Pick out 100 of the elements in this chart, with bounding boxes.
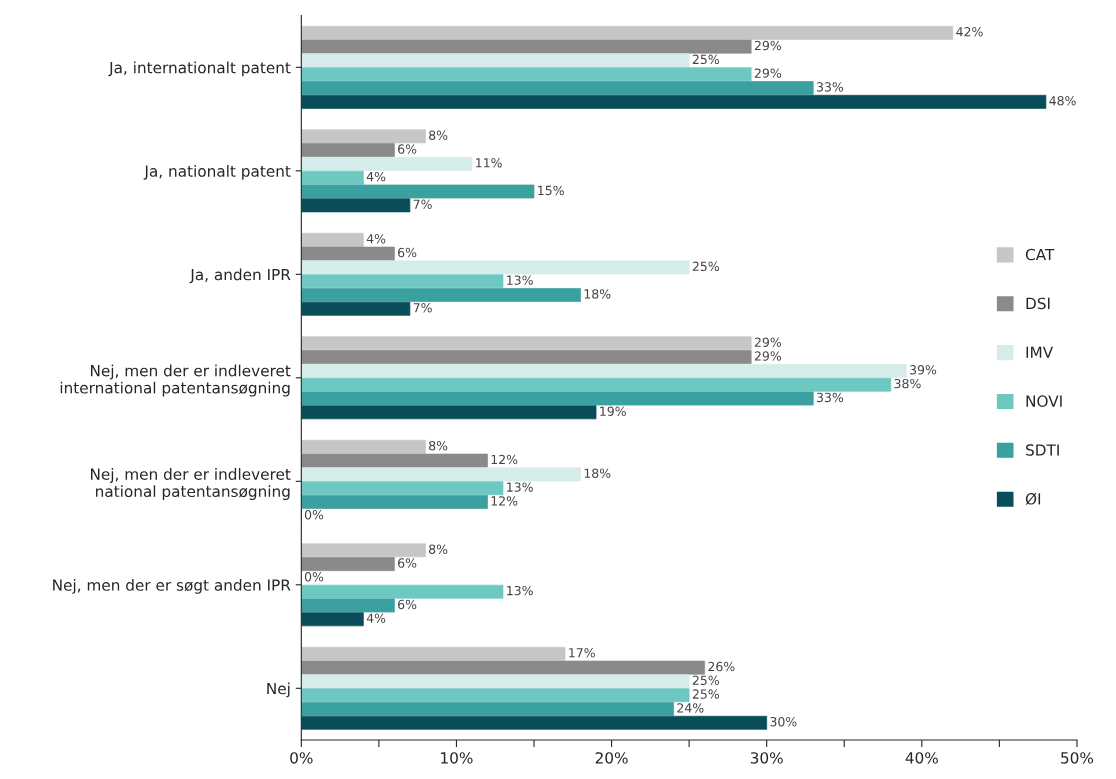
data-label: 33% (816, 392, 844, 403)
bar (301, 481, 504, 496)
data-label: 38% (894, 378, 921, 389)
data-label: 6% (398, 144, 417, 154)
legend-label: IMV (1026, 346, 1054, 358)
data-label: 19% (600, 406, 626, 416)
data-label: 13% (507, 482, 533, 492)
bar (301, 557, 395, 572)
legend-label: DSI (1026, 297, 1050, 310)
data-label: 6% (398, 599, 417, 610)
bar (301, 453, 488, 468)
x-tick-label: 10% (441, 752, 473, 764)
bar (301, 688, 690, 703)
data-label: 0% (304, 572, 324, 582)
y-tick-label: Ja, nationalt patent (143, 165, 291, 180)
bar (301, 232, 364, 247)
x-tick-label: 30% (750, 752, 783, 764)
data-label: 4% (366, 233, 386, 244)
bar (301, 660, 705, 675)
data-label: 24% (677, 703, 704, 713)
data-label: 15% (538, 185, 564, 196)
bar (301, 39, 752, 54)
data-label: 7% (413, 302, 432, 313)
bar (301, 646, 566, 661)
x-tick-label: 20% (595, 752, 628, 764)
bar (301, 350, 752, 365)
legend-label: ØI (1025, 492, 1041, 505)
data-label: 17% (569, 647, 595, 658)
data-label: 29% (754, 337, 782, 347)
data-label: 25% (692, 675, 719, 686)
bar (301, 25, 954, 40)
y-tick-label: Nej, men der er søgt anden IPR (53, 579, 291, 594)
data-label: 11% (476, 158, 502, 168)
data-label: 12% (491, 454, 518, 465)
bar (301, 495, 488, 509)
legend-label: NOVI (1026, 395, 1062, 407)
data-label: 6% (398, 247, 417, 258)
y-tick-label: Ja, internationalt patent (108, 61, 291, 77)
bar (301, 198, 411, 213)
y-tick-label: Nej (267, 682, 290, 698)
bar (301, 260, 690, 275)
y-tick-label: Nej, men der er indleveret international patentansøgning (60, 364, 291, 397)
data-label: 4% (366, 171, 386, 182)
data-label: 29% (754, 351, 782, 361)
bar (301, 53, 690, 68)
bar (301, 184, 535, 199)
data-label: 25% (692, 689, 719, 699)
data-label: 18% (584, 289, 611, 299)
data-label: 12% (491, 496, 518, 506)
bar (301, 81, 814, 95)
x-tick-label: 40% (905, 752, 938, 764)
bar (301, 405, 597, 420)
data-label: 48% (1049, 96, 1076, 106)
data-label: 42% (956, 27, 983, 37)
data-label: 6% (398, 558, 417, 568)
bar (301, 364, 907, 378)
data-label: 33% (816, 82, 844, 92)
data-label: 18% (584, 468, 611, 479)
legend-label: SDTI (1026, 444, 1059, 456)
bar (301, 391, 814, 406)
bar (301, 288, 581, 302)
data-label: 26% (708, 661, 735, 672)
legend-label: CAT (1025, 248, 1055, 261)
bar (301, 336, 752, 351)
data-label: 7% (413, 199, 432, 209)
bar (301, 274, 504, 289)
data-label: 25% (692, 261, 719, 272)
data-label: 8% (429, 130, 448, 140)
bar (301, 674, 690, 689)
data-label: 0% (304, 509, 324, 520)
bar (301, 67, 752, 82)
data-label: 29% (754, 40, 782, 51)
bar (301, 129, 426, 144)
bar (301, 584, 504, 599)
bar (301, 143, 395, 158)
bar (301, 439, 426, 454)
data-label: 8% (429, 440, 448, 451)
x-tick-label: 0% (290, 752, 313, 764)
data-label: 8% (429, 544, 448, 554)
y-tick-label: Nej, men der er indleveret national patentansøgning (90, 468, 291, 501)
y-tick-label: Ja, anden IPR (189, 268, 291, 284)
data-label: 4% (366, 613, 386, 623)
bar (301, 702, 674, 716)
x-tick-label: 50% (1061, 752, 1094, 764)
data-label: 25% (692, 54, 719, 65)
data-label: 39% (910, 365, 937, 375)
data-label: 13% (507, 585, 533, 596)
bar (301, 543, 426, 558)
bar (301, 467, 581, 482)
bar (301, 377, 892, 392)
data-label: 13% (507, 275, 533, 285)
bar (301, 612, 364, 627)
data-label: 29% (754, 68, 782, 78)
bar (301, 301, 411, 316)
bar (301, 715, 768, 730)
bar (301, 246, 395, 261)
bar (301, 170, 364, 185)
bar (301, 157, 473, 171)
bar (301, 598, 395, 613)
data-label: 30% (770, 716, 797, 727)
